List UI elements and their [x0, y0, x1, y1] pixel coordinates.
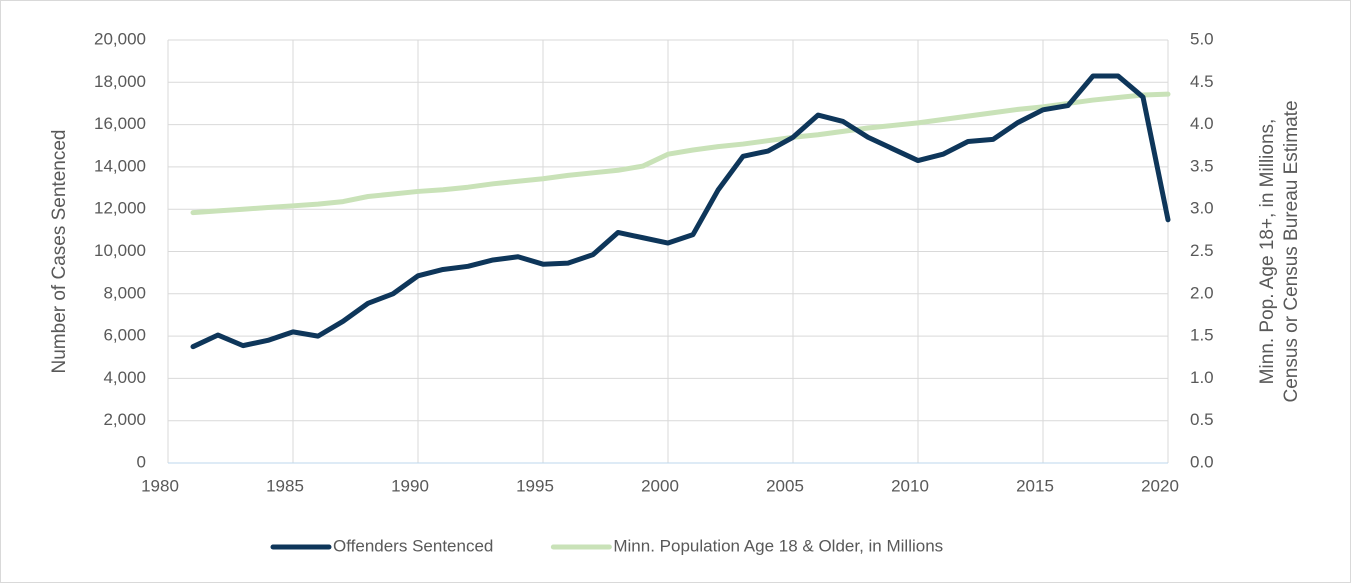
y-tick-label: 10,000	[94, 241, 146, 260]
y-tick-label: 2,000	[103, 410, 146, 429]
y-tick-label: 16,000	[94, 114, 146, 133]
y2-tick-label: 1.5	[1190, 326, 1214, 345]
y-tick-label: 20,000	[94, 29, 146, 48]
x-tick-label: 2015	[1016, 476, 1054, 495]
y2-tick-label: 4.0	[1190, 114, 1214, 133]
y-tick-label: 0	[137, 452, 146, 471]
y2-tick-label: 2.5	[1190, 241, 1214, 260]
x-tick-label: 2010	[891, 476, 929, 495]
y-axis-title: Number of Cases Sentenced	[49, 130, 70, 374]
y2-tick-label: 1.0	[1190, 368, 1214, 387]
x-tick-label: 1985	[266, 476, 304, 495]
x-tick-label: 1990	[391, 476, 429, 495]
y2-tick-label: 3.0	[1190, 199, 1214, 218]
y-tick-label: 14,000	[94, 156, 146, 175]
y2-tick-label: 0.0	[1190, 452, 1214, 471]
y-tick-label: 8,000	[103, 283, 146, 302]
y2-tick-label: 2.0	[1190, 283, 1214, 302]
series-line	[190, 91, 1171, 216]
x-tick-label: 2020	[1141, 476, 1179, 495]
y2-tick-label: 4.5	[1190, 72, 1214, 91]
series-line	[190, 73, 1171, 350]
legend-label: Minn. Population Age 18 & Older, in Mill…	[613, 536, 943, 555]
y-tick-label: 4,000	[103, 368, 146, 387]
y-tick-label: 12,000	[94, 199, 146, 218]
y2-axis-title: Minn. Pop. Age 18+, in Millions,	[1257, 119, 1278, 385]
y-tick-label: 18,000	[94, 72, 146, 91]
y2-axis-title: Census or Census Bureau Estimate	[1281, 100, 1302, 402]
y2-tick-label: 0.5	[1190, 410, 1214, 429]
x-tick-label: 2005	[766, 476, 804, 495]
y2-tick-label: 3.5	[1190, 156, 1214, 175]
legend-label: Offenders Sentenced	[333, 536, 493, 555]
y2-tick-label: 5.0	[1190, 29, 1214, 48]
x-tick-label: 1995	[516, 476, 554, 495]
x-tick-label: 1980	[141, 476, 179, 495]
y-tick-label: 6,000	[103, 326, 146, 345]
x-tick-label: 2000	[641, 476, 679, 495]
